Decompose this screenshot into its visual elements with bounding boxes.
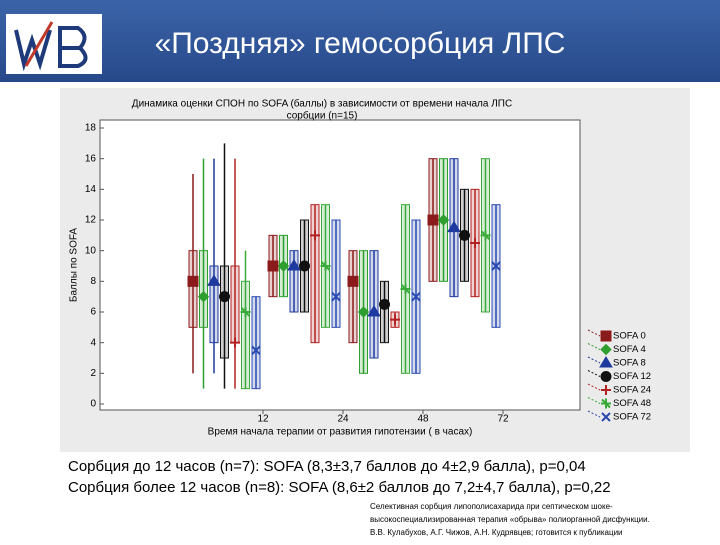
median-marker [219,291,230,303]
median-marker [251,345,261,356]
box [209,265,219,344]
box [380,280,389,344]
median-marker [427,214,439,226]
y-tick-label: 12 [85,215,97,226]
box [220,265,229,359]
x-tick-label: 72 [497,414,509,425]
box [188,250,198,328]
y-tick-label: 6 [90,307,96,318]
y-tick-label: 4 [90,337,96,348]
legend-marker [601,385,611,395]
legend-label: SOFA 24 [613,385,651,396]
legend-label: SOFA 8 [613,358,646,369]
legend-label: SOFA 12 [613,371,651,382]
box [241,280,250,390]
box [251,296,261,390]
median-marker [277,260,290,272]
median-marker [470,238,480,248]
median-marker [357,306,370,318]
x-tick-label: 24 [337,414,349,425]
box [310,204,320,344]
logo [6,14,102,74]
median-marker [411,291,421,302]
legend-label: SOFA 48 [613,398,651,409]
box [348,250,358,344]
median-marker [299,260,310,272]
median-marker [187,275,199,287]
legend-label: SOFA 72 [613,412,651,423]
box [289,250,299,313]
y-tick-label: 8 [90,276,96,287]
median-marker [459,229,470,241]
median-marker [310,230,320,241]
y-tick-label: 2 [90,368,96,379]
median-marker [197,290,210,303]
legend-marker [600,330,612,342]
median-marker [400,284,411,294]
y-axis-label: Баллы по SOFA [69,228,80,303]
y-tick-label: 10 [85,245,97,256]
y-tick-label: 16 [85,153,97,164]
y-tick-label: 14 [85,184,97,195]
median-marker [207,274,221,286]
median-marker [347,275,359,287]
median-marker [331,291,341,302]
box [331,219,341,328]
chart-title: Динамика оценки СПОН по SOFA (баллы) в з… [132,98,512,110]
footnote: В.В. Кулабухов, А.Г. Чижов, А.Н. Кудрявц… [370,528,623,537]
box [230,265,240,344]
legend-label: SOFA 0 [613,331,646,342]
slide-title: «Поздняя» гемосорбция ЛПС [155,27,566,60]
median-marker [437,214,450,226]
x-axis-label: Время начала терапии от развития гипотен… [208,427,473,438]
text-line: Сорбция до 12 часов (n=7): SOFA (8,3±3,7… [68,458,586,475]
median-marker [267,260,279,272]
median-marker [230,337,240,348]
median-marker [240,307,251,317]
x-tick-label: 12 [257,414,269,425]
footnote: Селективная сорбция липополисахарида при… [370,502,613,511]
legend-marker [600,343,612,356]
box [369,250,379,359]
legend-marker [600,371,612,382]
legend-marker [601,412,611,422]
y-tick-label: 18 [85,123,97,134]
median-marker [390,314,400,325]
median-marker [320,261,331,271]
text-line: Сорбция более 12 часов (n=8): SOFA (8,6±… [68,479,611,496]
x-tick-label: 48 [417,414,429,425]
median-marker [379,298,390,310]
median-marker [367,305,381,317]
median-marker [287,259,301,271]
box [199,250,208,328]
median-marker [447,220,461,233]
chart-title: сорбции (n=15) [287,110,358,122]
legend-label: SOFA 4 [613,344,646,355]
y-tick-label: 0 [90,399,96,410]
header-bar [0,0,720,82]
legend-marker [601,398,611,409]
median-marker [491,261,501,271]
legend-marker [599,356,613,368]
footnote: высокоспециализированная терапия «обрыва… [370,515,650,524]
median-marker [480,230,491,241]
